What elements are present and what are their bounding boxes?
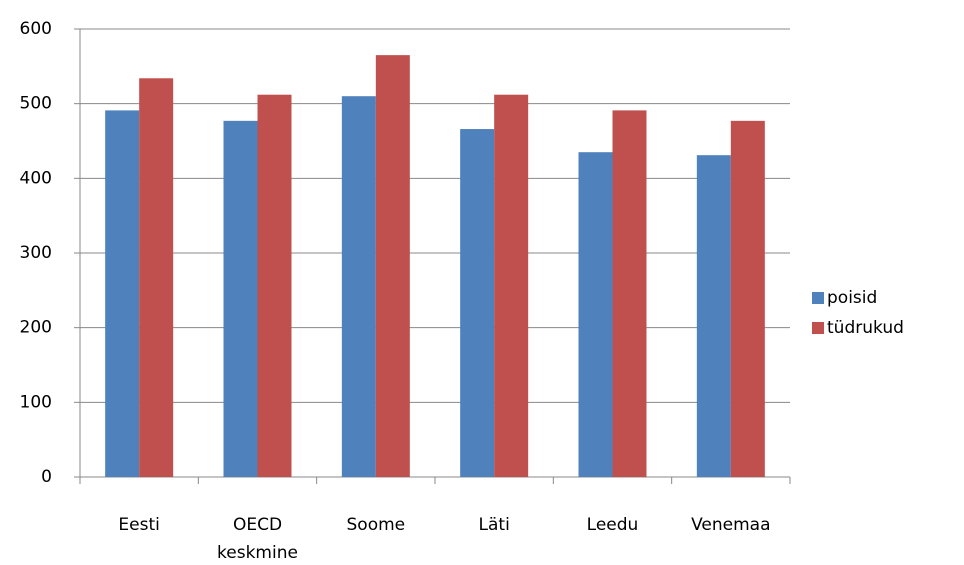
x-tick-label: Läti <box>478 515 510 535</box>
bar <box>494 94 529 477</box>
y-tick-label: 300 <box>20 243 52 263</box>
y-tick-label: 600 <box>20 19 52 39</box>
bar <box>460 129 495 477</box>
legend-swatch <box>812 292 824 304</box>
x-tick-label: Venemaa <box>691 515 771 535</box>
legend-label: tüdrukud <box>827 318 904 338</box>
bar <box>105 110 140 478</box>
y-tick-label: 200 <box>20 318 52 338</box>
y-tick-label: 500 <box>20 94 52 114</box>
bar <box>696 155 731 478</box>
y-tick-label: 100 <box>20 392 52 412</box>
bar <box>257 94 292 477</box>
x-tick-label: OECD keskmine <box>217 515 298 563</box>
x-tick-label: Eesti <box>118 515 160 535</box>
y-tick-label: 0 <box>41 467 52 487</box>
x-tick-label: Leedu <box>586 515 639 535</box>
x-tick-label: Soome <box>346 515 406 535</box>
legend-label: poisid <box>827 288 877 308</box>
y-tick-label: 400 <box>20 168 52 188</box>
bar <box>223 120 258 477</box>
bar <box>578 152 613 477</box>
bar <box>730 120 765 477</box>
bar <box>139 78 174 477</box>
bar <box>375 55 410 478</box>
bar <box>612 110 647 478</box>
bar <box>341 96 376 477</box>
legend-swatch <box>812 322 824 334</box>
